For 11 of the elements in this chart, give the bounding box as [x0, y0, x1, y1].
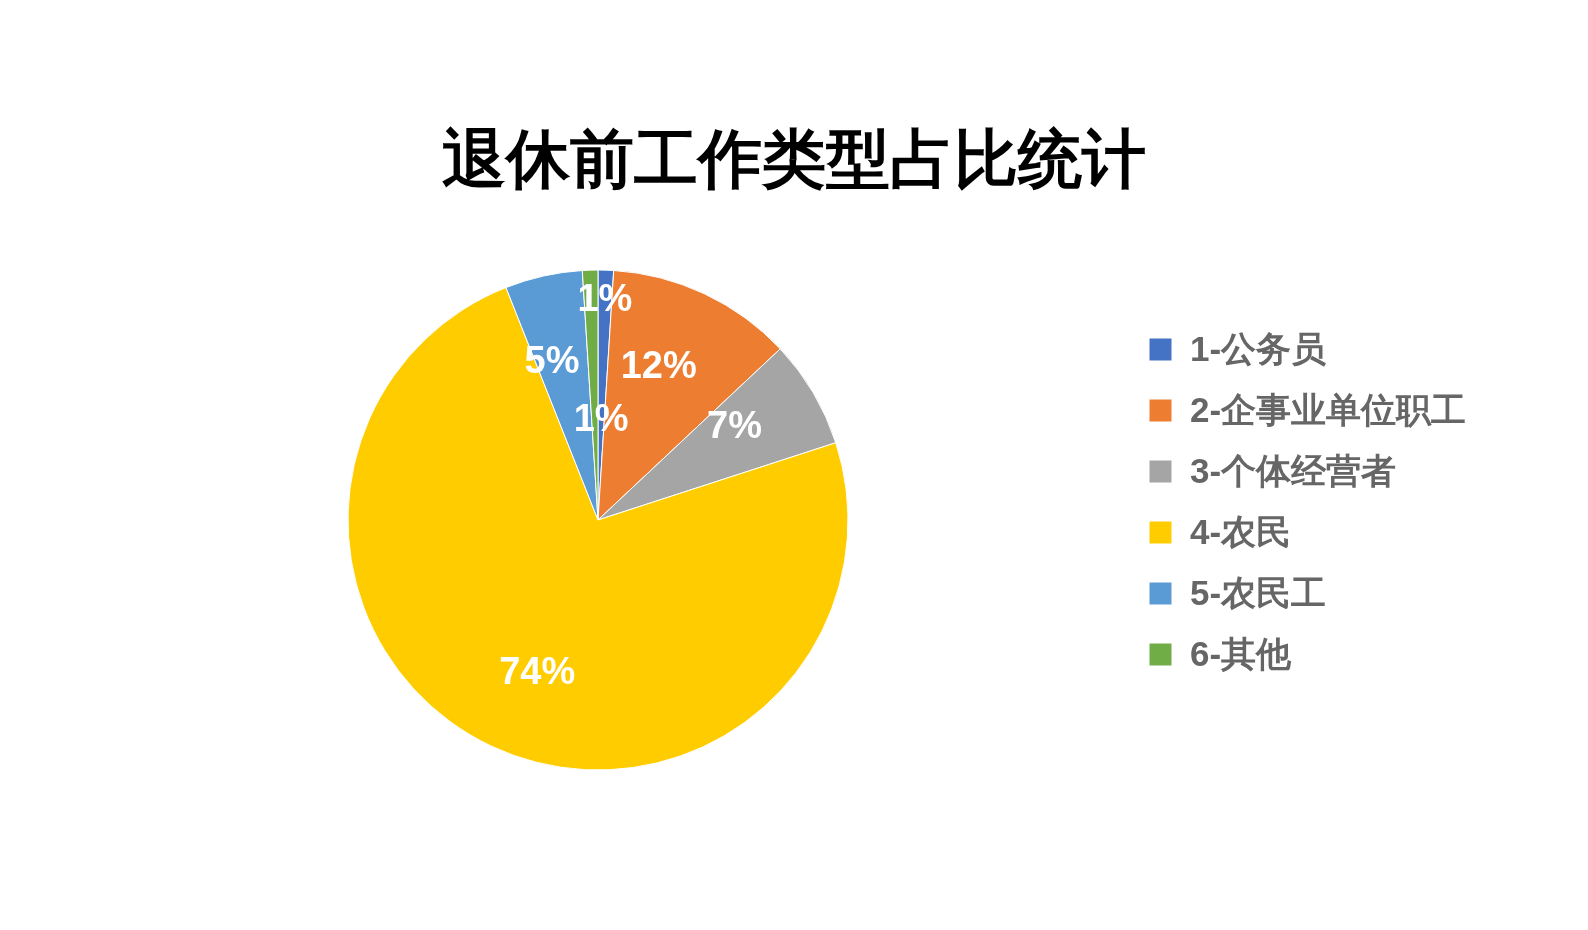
- legend-label: 2-企事业单位职工: [1190, 389, 1467, 429]
- legend-label: 1-公务员: [1190, 328, 1327, 368]
- data-label: 74%: [499, 650, 576, 693]
- data-label: 12%: [620, 343, 697, 386]
- chart-title: 退休前工作类型占比统计: [442, 123, 1146, 195]
- data-label: 7%: [707, 404, 762, 447]
- legend-label: 4-农民: [1190, 511, 1292, 551]
- legend-label: 3-个体经营者: [1190, 450, 1397, 490]
- legend-label: 6-其他: [1190, 633, 1293, 673]
- data-label: 1%: [577, 277, 633, 320]
- legend-label: 5-农民工: [1190, 572, 1327, 612]
